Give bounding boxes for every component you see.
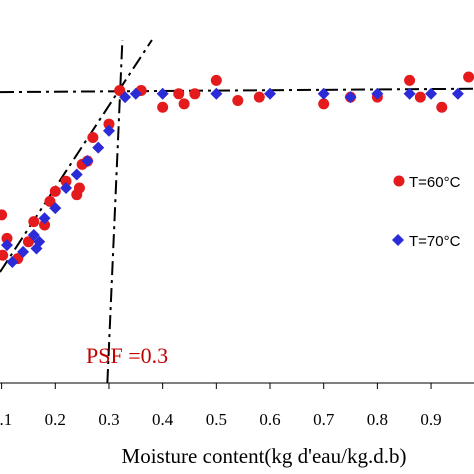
data-point-t60 [22,236,34,248]
data-point-t60 [39,219,51,231]
data-point-t70 [371,87,384,100]
data-point-t70 [49,202,62,215]
data-point-t60 [173,88,185,100]
data-point-t60 [28,216,40,228]
x-tick-label: 0.3 [98,410,119,429]
data-point-t70 [129,87,142,100]
data-point-t70 [92,141,105,154]
data-point-t60 [210,74,222,86]
data-point-t70 [81,155,94,168]
data-point-t70 [451,87,464,100]
data-point-t60 [157,101,169,113]
legend-marker-t60 [393,175,405,187]
series-t60 [0,71,474,265]
x-tick-label: 0.6 [259,410,280,429]
data-point-t70 [156,87,169,100]
data-point-t60 [73,182,85,194]
data-point-t70 [70,168,83,181]
reference-line-rising-fit [0,39,153,273]
data-point-t70 [403,87,416,100]
x-tick-label: 0.4 [152,410,174,429]
data-point-t60 [0,209,8,221]
data-point-t70 [0,239,13,252]
data-point-t60 [60,175,72,187]
data-point-t70 [33,235,46,248]
data-point-t60 [1,232,13,244]
data-point-t70 [317,87,330,100]
legend-label-t60: T=60°C [409,174,461,191]
data-point-t60 [232,95,244,107]
data-point-t70 [6,255,19,268]
data-point-t60 [414,91,426,103]
data-point-t60 [0,249,9,261]
x-tick-label: 0.9 [420,410,441,429]
data-point-t70 [102,124,115,137]
x-tick-label: 0.2 [45,410,66,429]
data-point-t60 [178,98,190,110]
data-point-t70 [425,87,438,100]
data-point-t70 [17,245,30,258]
data-point-t70 [210,87,223,100]
data-point-t60 [318,98,330,110]
x-axis-title: Moisture content(kg d'eau/kg.d.b) [122,444,407,468]
data-point-t60 [87,132,99,144]
data-point-t60 [253,91,265,103]
legend: T=60°C T=70°C [392,174,461,250]
data-point-t70 [264,87,277,100]
reference-line-psf-line [106,39,124,384]
data-point-t60 [436,101,448,113]
data-point-t70 [38,212,51,225]
data-point-t60 [404,74,416,86]
data-point-t70 [344,91,357,104]
legend-label-t70: T=70°C [409,233,461,250]
data-point-t60 [463,71,474,83]
psf-annotation: PSF =0.3 [86,343,168,368]
x-tick-label: 0.8 [367,410,388,429]
x-tick-label: 0.7 [313,410,335,429]
x-ticks [1,383,432,389]
data-point-t60 [49,185,61,197]
legend-marker-t70 [392,234,404,246]
data-point-t60 [103,118,115,130]
reference-lines [0,39,474,384]
x-tick-label: 0.1 [0,410,12,429]
data-point-t70 [119,91,132,104]
x-tick-labels: 0.10.20.30.40.50.60.70.80.91 [0,410,442,429]
data-point-t70 [60,181,73,194]
x-tick-label: 0.5 [206,410,227,429]
series-t70 [0,87,464,268]
data-point-t70 [27,229,40,242]
reference-line-plateau [0,87,474,94]
data-point-t60 [44,195,56,207]
data-point-t60 [189,88,201,100]
data-point-t60 [114,84,126,96]
